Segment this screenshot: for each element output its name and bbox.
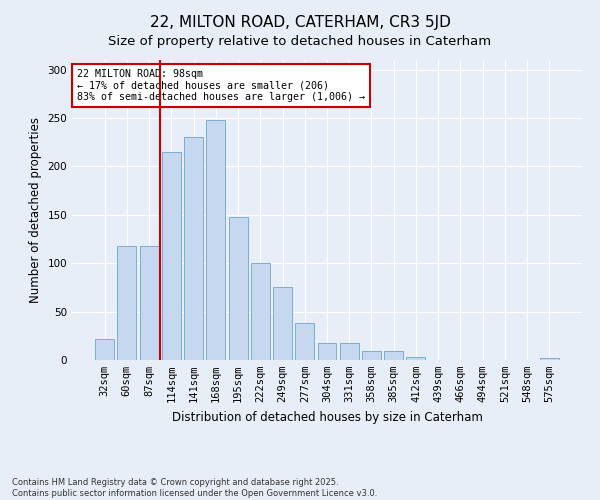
Text: 22 MILTON ROAD: 98sqm
← 17% of detached houses are smaller (206)
83% of semi-det: 22 MILTON ROAD: 98sqm ← 17% of detached … (77, 69, 365, 102)
Bar (406, 357, 425, 360)
Bar (251, 263, 270, 360)
Bar (317, 342, 337, 360)
Bar (118, 246, 136, 360)
Bar (229, 217, 248, 360)
Bar (295, 323, 314, 360)
Bar (340, 342, 359, 360)
Bar (95, 338, 114, 360)
Bar (384, 352, 403, 360)
Y-axis label: Number of detached properties: Number of detached properties (29, 117, 42, 303)
Text: 22, MILTON ROAD, CATERHAM, CR3 5JD: 22, MILTON ROAD, CATERHAM, CR3 5JD (149, 15, 451, 30)
Bar (184, 138, 203, 360)
Text: Size of property relative to detached houses in Caterham: Size of property relative to detached ho… (109, 35, 491, 48)
Bar (206, 120, 225, 360)
Bar (273, 288, 292, 360)
Bar (140, 246, 158, 360)
Bar (540, 358, 559, 360)
Bar (362, 352, 381, 360)
Bar (162, 152, 181, 360)
X-axis label: Distribution of detached houses by size in Caterham: Distribution of detached houses by size … (172, 410, 482, 424)
Text: Contains HM Land Registry data © Crown copyright and database right 2025.
Contai: Contains HM Land Registry data © Crown c… (12, 478, 377, 498)
